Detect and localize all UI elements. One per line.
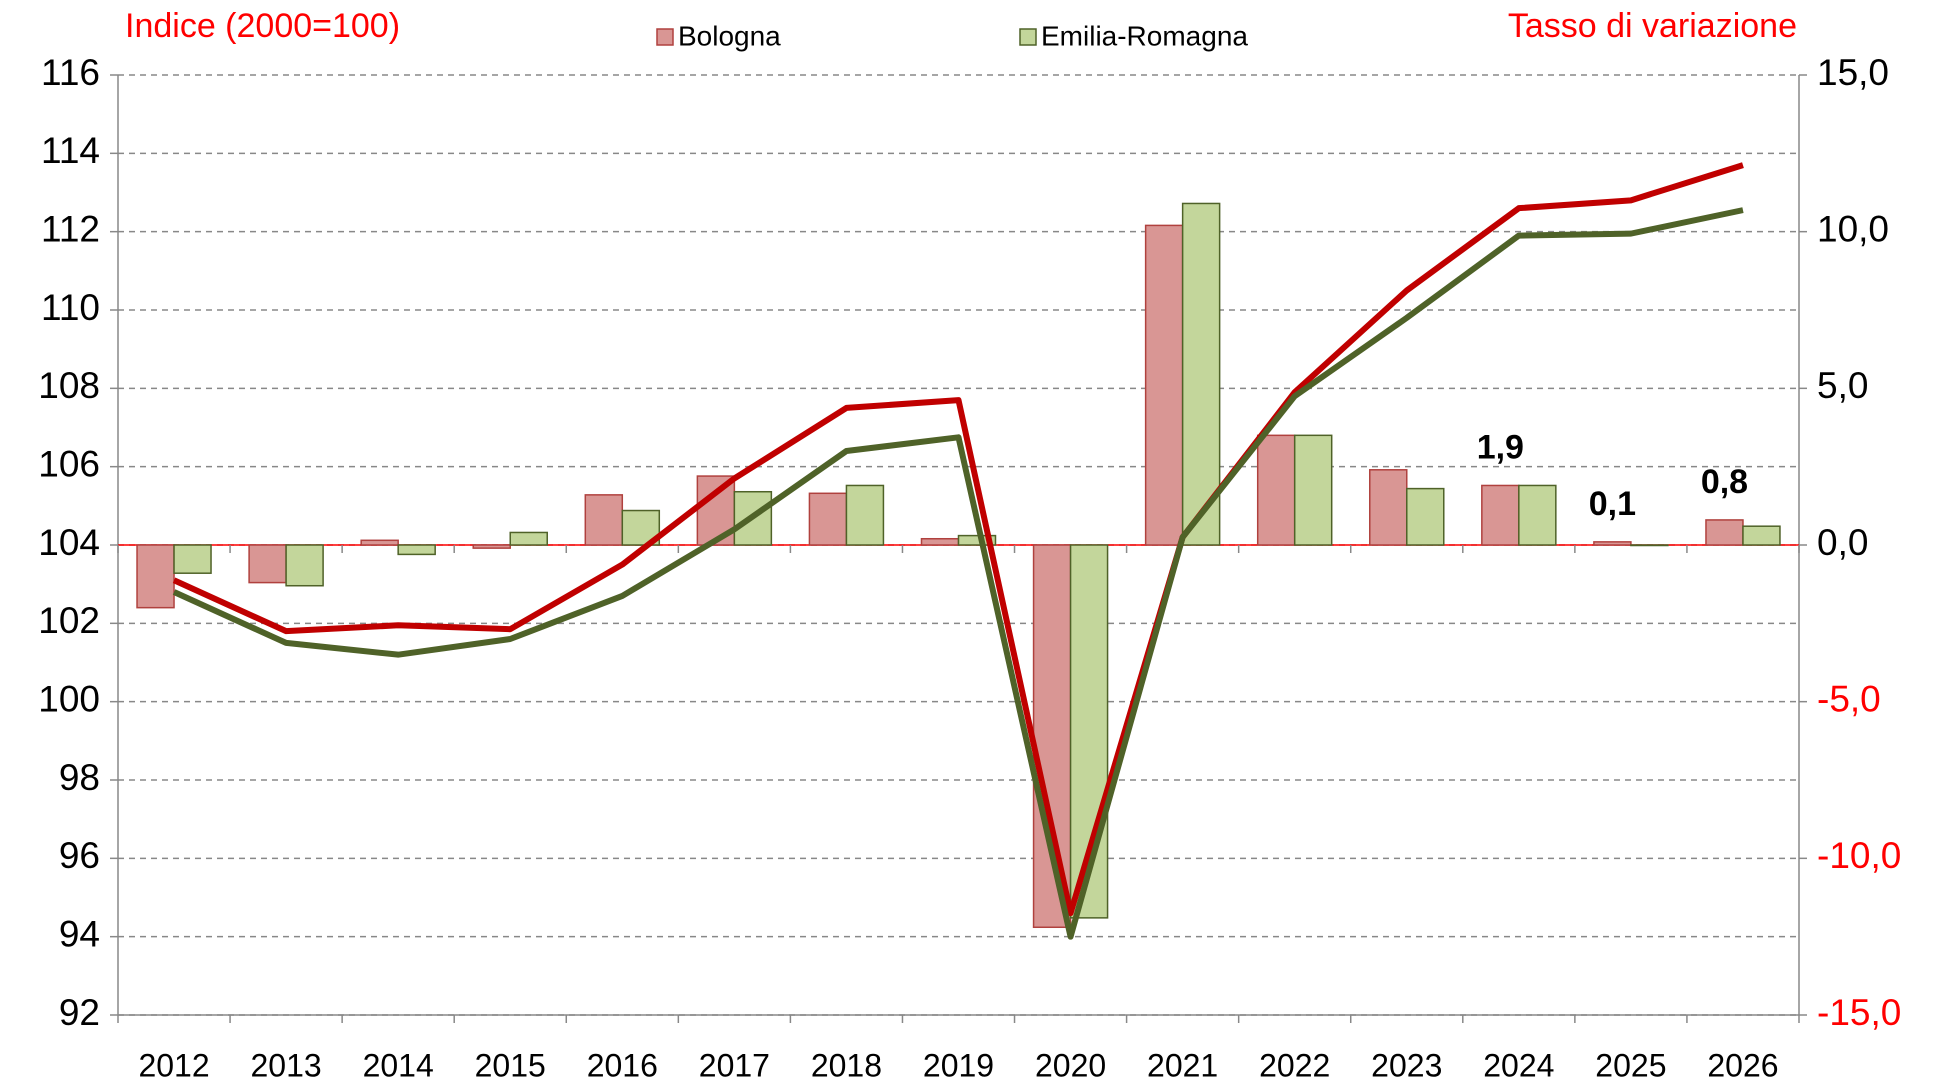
y2-tick-label: 15,0 <box>1817 52 1889 93</box>
y-tick-label: 106 <box>38 443 100 484</box>
data-label: 0,8 <box>1701 463 1748 501</box>
line <box>172 162 1744 917</box>
bar <box>248 544 287 584</box>
bar <box>1181 202 1221 546</box>
y-tick-label: 98 <box>59 757 100 798</box>
y-tick-label: 96 <box>59 835 100 876</box>
y-tick-label: 100 <box>38 678 100 719</box>
bar <box>1256 434 1296 546</box>
bar <box>136 544 175 609</box>
x-tick-label: 2016 <box>587 1047 658 1081</box>
bar <box>360 539 399 546</box>
y-tick-label: 116 <box>41 52 100 93</box>
x-tick-label: 2020 <box>1035 1047 1106 1081</box>
x-tick-label: 2012 <box>138 1047 209 1081</box>
x-tick-label: 2024 <box>1483 1047 1554 1081</box>
x-tick-label: 2021 <box>1147 1047 1218 1081</box>
x-tick-label: 2026 <box>1707 1047 1778 1081</box>
bar <box>1518 484 1557 546</box>
bar <box>1069 544 1109 919</box>
y2-tick-label: 5,0 <box>1817 365 1868 406</box>
bar <box>1593 541 1632 546</box>
y-tick-label: 94 <box>59 913 100 954</box>
legend-swatch <box>656 28 674 46</box>
left-axis-title: Indice (2000=100) <box>125 7 400 45</box>
y2-tick-label: 0,0 <box>1817 522 1868 563</box>
y2-tick-label: -15,0 <box>1817 992 1901 1033</box>
bar <box>509 531 548 546</box>
y-tick-label: 92 <box>59 992 100 1033</box>
legend-swatch <box>1019 28 1037 46</box>
line <box>172 207 1744 940</box>
bar <box>845 484 885 546</box>
bar <box>1369 469 1408 546</box>
bar <box>584 494 624 546</box>
bar <box>1144 224 1184 546</box>
x-tick-label: 2013 <box>251 1047 322 1081</box>
x-tick-label: 2014 <box>363 1047 434 1081</box>
legend-label: Bologna <box>678 20 781 51</box>
x-tick-label: 2019 <box>923 1047 994 1081</box>
y-tick-label: 108 <box>38 365 100 406</box>
bar <box>1630 544 1669 547</box>
y-tick-label: 112 <box>41 208 100 249</box>
data-label: 0,1 <box>1589 485 1636 523</box>
bar <box>397 544 436 556</box>
y-tick-label: 104 <box>38 522 100 563</box>
y-tick-label: 114 <box>41 130 100 171</box>
bar <box>1742 525 1781 546</box>
bar <box>472 544 511 549</box>
bar <box>1032 544 1072 929</box>
x-tick-label: 2022 <box>1259 1047 1330 1081</box>
data-label: 1,9 <box>1477 428 1524 466</box>
x-tick-label: 2015 <box>475 1047 546 1081</box>
x-tick-label: 2023 <box>1371 1047 1442 1081</box>
x-tick-label: 2018 <box>811 1047 882 1081</box>
y-tick-label: 102 <box>38 600 100 641</box>
bar <box>957 534 997 546</box>
legend-label: Emilia-Romagna <box>1041 20 1248 51</box>
bar <box>920 537 960 546</box>
bar <box>808 492 848 546</box>
x-tick-label: 2025 <box>1595 1047 1666 1081</box>
bar <box>1481 484 1520 546</box>
right-axis-title: Tasso di variazione <box>1508 7 1797 45</box>
bar <box>173 544 212 574</box>
y2-tick-label: 10,0 <box>1817 208 1889 249</box>
bar <box>285 544 324 587</box>
bar <box>1406 487 1445 546</box>
y2-tick-label: -5,0 <box>1817 678 1881 719</box>
x-tick-label: 2017 <box>699 1047 770 1081</box>
bar <box>1293 434 1333 546</box>
y-tick-label: 110 <box>41 287 100 328</box>
y2-tick-label: -10,0 <box>1817 835 1901 876</box>
bar <box>1705 519 1744 546</box>
